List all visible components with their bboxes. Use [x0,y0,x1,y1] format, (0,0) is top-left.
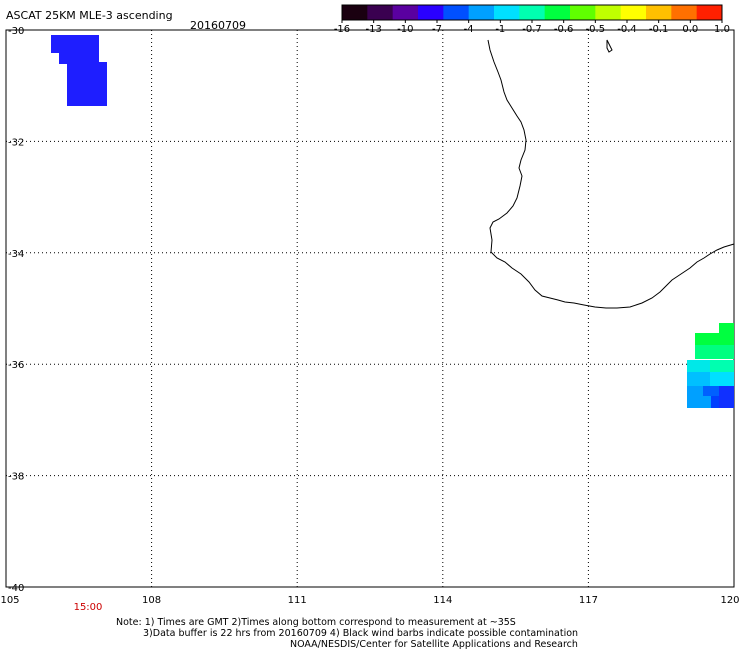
colorbar-swatch [570,5,596,20]
data-cell [695,345,734,359]
grid [6,30,734,587]
map-date: 20160709 [190,19,246,32]
colorbar-swatch [367,5,394,20]
colorbar-swatch [646,5,672,20]
colorbar-swatch [544,5,571,20]
lat-label: -40 [8,583,24,594]
latitude-labels: -30 -32 -34 -36 -38 -40 [8,26,24,594]
lon-label: 114 [433,595,452,606]
lon-label: 117 [579,595,598,606]
colorbar-swatch [418,5,444,20]
map-title: ASCAT 25KM MLE-3 ascending [6,9,173,22]
data-cell [719,323,734,336]
data-cell [710,360,734,372]
lat-label: -34 [8,249,24,260]
colorbar-swatch [696,5,723,20]
longitude-labels: 105 108 111 114 117 120 [0,595,739,606]
colorbar-swatch [443,5,470,20]
lon-label: 108 [142,595,161,606]
colorbar-swatch [620,5,647,20]
data-cells [51,35,734,408]
lon-label: 120 [720,595,739,606]
lat-label: -36 [8,360,24,371]
lon-label: 105 [0,595,19,606]
data-cell [703,386,734,396]
lat-label: -30 [8,26,24,37]
data-cell [719,386,734,408]
data-cell [67,62,107,106]
lat-label: -38 [8,472,24,483]
note-line-3: NOAA/NESDIS/Center for Satellite Applica… [290,639,578,650]
colorbar-swatch [494,5,520,20]
colorbar-swatch [519,5,546,20]
data-cell [51,35,99,53]
note-line-1: Note: 1) Times are GMT 2)Times along bot… [116,617,516,628]
colorbar-swatch [671,5,698,20]
lat-label: -32 [8,137,24,148]
note-line-2: 3)Data buffer is 22 hrs from 20160709 4)… [143,628,579,639]
data-cell [710,372,734,386]
colorbar-swatch [468,5,495,20]
colorbar-swatch [595,5,622,20]
plot-frame [5,29,735,588]
coastline [487,39,735,309]
data-cell [59,53,99,64]
colorbar-swatch [392,5,419,20]
lon-label: 111 [288,595,307,606]
colorbar-swatch [342,5,368,20]
time-label: 15:00 [74,602,103,613]
data-cell [695,333,734,347]
coastline-island [606,39,613,53]
